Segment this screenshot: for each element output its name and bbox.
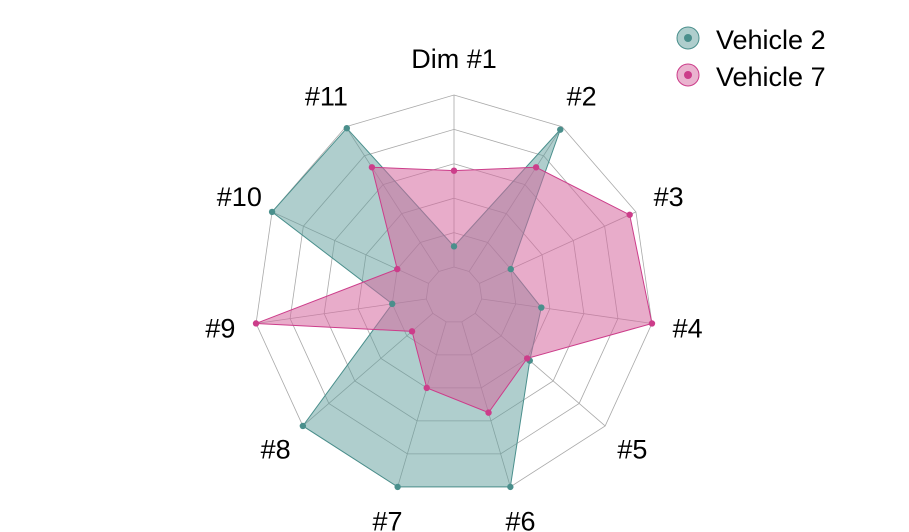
point-vehicle-7-7 — [423, 384, 430, 392]
legend-dot-vehicle-2 — [684, 34, 692, 42]
point-vehicle-2-7 — [394, 483, 401, 491]
point-vehicle-7-5 — [523, 355, 531, 362]
point-vehicle-7-10 — [394, 265, 401, 273]
legend: Vehicle 2 Vehicle 7 — [676, 25, 826, 92]
axis-label-5: #5 — [617, 435, 647, 465]
point-vehicle-7-3 — [626, 211, 633, 218]
axis-label-4: #4 — [673, 314, 703, 344]
legend-label-vehicle-7: Vehicle 7 — [716, 62, 826, 92]
legend-item-vehicle-2: Vehicle 2 — [676, 25, 826, 55]
point-vehicle-7-9 — [252, 320, 260, 327]
legend-label-vehicle-2: Vehicle 2 — [716, 25, 826, 55]
axis-label-11: #11 — [305, 81, 348, 111]
point-vehicle-2-10 — [268, 208, 276, 216]
point-vehicle-7-4 — [648, 320, 656, 327]
axis-label-8: #8 — [261, 435, 291, 465]
point-vehicle-7-6 — [485, 409, 492, 416]
legend-dot-vehicle-7 — [684, 71, 692, 79]
point-vehicle-2-8 — [299, 422, 307, 430]
point-vehicle-2-11 — [343, 124, 351, 132]
point-vehicle-2-9 — [389, 300, 396, 308]
radar-series — [255, 127, 653, 488]
axis-label-1: Dim #1 — [411, 44, 497, 74]
axis-label-9: #9 — [205, 314, 235, 344]
axis-label-2: #2 — [567, 81, 597, 111]
point-vehicle-7-11 — [368, 164, 376, 171]
point-vehicle-7-2 — [532, 164, 540, 171]
axis-label-7: #7 — [372, 506, 402, 532]
axis-label-6: #6 — [505, 506, 535, 532]
point-vehicle-7-1 — [450, 167, 458, 174]
axis-label-3: #3 — [654, 182, 684, 212]
point-vehicle-2-1 — [450, 243, 458, 250]
point-vehicle-7-8 — [408, 328, 416, 335]
series-area-vehicle-7 — [255, 166, 653, 414]
radar-points — [252, 124, 656, 491]
point-vehicle-2-2 — [557, 126, 564, 133]
axis-labels: Dim #1 #2 #3 #4 #5 #6 #7 #8 #9 #10 #11 — [205, 44, 702, 532]
point-vehicle-2-6 — [507, 483, 514, 491]
point-vehicle-2-3 — [507, 265, 514, 273]
axis-label-10: #10 — [217, 182, 262, 212]
legend-item-vehicle-7: Vehicle 7 — [676, 62, 826, 92]
point-vehicle-2-4 — [538, 304, 545, 311]
